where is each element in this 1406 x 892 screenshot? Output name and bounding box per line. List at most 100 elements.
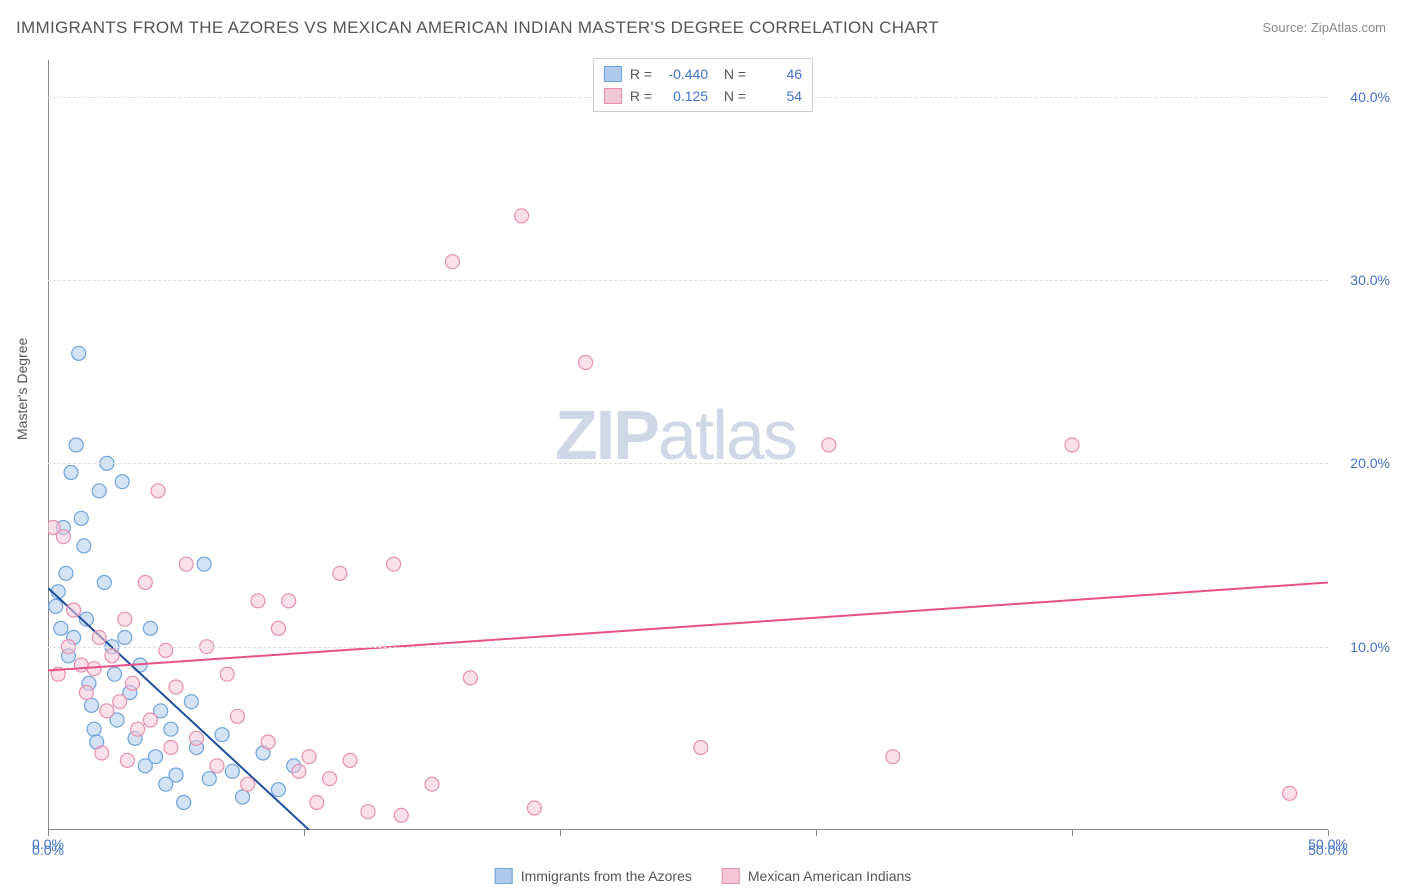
scatter-point	[131, 722, 145, 736]
gridline-h	[48, 463, 1328, 464]
x-tick-label: 0.0%	[32, 842, 64, 858]
y-tick-label: 10.0%	[1350, 639, 1390, 655]
scatter-point	[425, 777, 439, 791]
scatter-point	[169, 768, 183, 782]
x-tick	[816, 830, 817, 836]
scatter-point	[579, 356, 593, 370]
scatter-point	[74, 658, 88, 672]
scatter-point	[215, 728, 229, 742]
y-axis-label: Master's Degree	[14, 338, 30, 440]
scatter-point	[202, 772, 216, 786]
scatter-point	[77, 539, 91, 553]
scatter-point	[169, 680, 183, 694]
scatter-point	[138, 576, 152, 590]
n-label: N =	[716, 85, 746, 107]
scatter-point	[118, 612, 132, 626]
scatter-point	[115, 475, 129, 489]
scatter-point	[59, 566, 73, 580]
scatter-point	[177, 796, 191, 810]
y-tick-label: 20.0%	[1350, 455, 1390, 471]
legend-row-azores: R = -0.440 N = 46	[604, 63, 802, 85]
scatter-point	[105, 649, 119, 663]
legend-row-mexican: R = 0.125 N = 54	[604, 85, 802, 107]
scatter-point	[120, 753, 134, 767]
x-tick-label: 50.0%	[1308, 842, 1348, 858]
scatter-point	[225, 764, 239, 778]
scatter-point	[271, 621, 285, 635]
scatter-point	[125, 676, 139, 690]
scatter-point	[118, 631, 132, 645]
legend-item-mexican: Mexican American Indians	[722, 868, 911, 884]
scatter-point	[241, 777, 255, 791]
scatter-point	[100, 704, 114, 718]
scatter-point	[445, 255, 459, 269]
scatter-point	[49, 599, 63, 613]
r-label: R =	[630, 85, 652, 107]
legend-label-azores: Immigrants from the Azores	[521, 868, 692, 884]
scatter-point	[220, 667, 234, 681]
swatch-azores-icon	[495, 868, 513, 884]
scatter-point	[108, 667, 122, 681]
scatter-point	[67, 603, 81, 617]
scatter-point	[164, 741, 178, 755]
trend-line	[48, 583, 1328, 671]
scatter-point	[886, 750, 900, 764]
scatter-point	[197, 557, 211, 571]
scatter-point	[113, 695, 127, 709]
scatter-point	[251, 594, 265, 608]
r-label: R =	[630, 63, 652, 85]
swatch-mexican	[604, 88, 622, 104]
scatter-point	[210, 759, 224, 773]
scatter-point	[64, 466, 78, 480]
legend-label-mexican: Mexican American Indians	[748, 868, 911, 884]
gridline-h	[48, 647, 1328, 648]
scatter-point	[143, 621, 157, 635]
scatter-point	[85, 698, 99, 712]
scatter-point	[95, 746, 109, 760]
scatter-point	[179, 557, 193, 571]
scatter-point	[159, 643, 173, 657]
scatter-point	[230, 709, 244, 723]
scatter-point	[323, 772, 337, 786]
swatch-mexican-icon	[722, 868, 740, 884]
chart-area: 10.0%20.0%30.0%40.0%	[48, 60, 1328, 830]
scatter-point	[394, 808, 408, 822]
scatter-point	[463, 671, 477, 685]
y-tick-label: 30.0%	[1350, 272, 1390, 288]
source-label: Source: ZipAtlas.com	[1262, 20, 1386, 35]
scatter-point	[236, 790, 250, 804]
scatter-point	[72, 346, 86, 360]
scatter-point	[515, 209, 529, 223]
scatter-point	[151, 484, 165, 498]
scatter-point	[361, 805, 375, 819]
scatter-point	[292, 764, 306, 778]
scatter-point	[97, 576, 111, 590]
scatter-point	[79, 686, 93, 700]
scatter-point	[87, 722, 101, 736]
scatter-point	[343, 753, 357, 767]
correlation-legend: R = -0.440 N = 46 R = 0.125 N = 54	[593, 58, 813, 112]
scatter-point	[271, 783, 285, 797]
n-label: N =	[716, 63, 746, 85]
scatter-point	[149, 750, 163, 764]
y-tick-label: 40.0%	[1350, 89, 1390, 105]
scatter-point	[164, 722, 178, 736]
scatter-point	[74, 511, 88, 525]
scatter-point	[69, 438, 83, 452]
series-legend: Immigrants from the Azores Mexican Ameri…	[495, 868, 912, 884]
scatter-point	[1283, 786, 1297, 800]
chart-title: IMMIGRANTS FROM THE AZORES VS MEXICAN AM…	[16, 18, 939, 38]
scatter-point	[302, 750, 316, 764]
scatter-point	[527, 801, 541, 815]
scatter-point	[92, 484, 106, 498]
n-value-mexican: 54	[754, 85, 802, 107]
scatter-point	[184, 695, 198, 709]
x-tick	[560, 830, 561, 836]
scatter-point	[387, 557, 401, 571]
gridline-h	[48, 280, 1328, 281]
scatter-point	[92, 631, 106, 645]
scatter-point	[143, 713, 157, 727]
scatter-point	[694, 741, 708, 755]
scatter-point	[56, 530, 70, 544]
x-tick	[304, 830, 305, 836]
